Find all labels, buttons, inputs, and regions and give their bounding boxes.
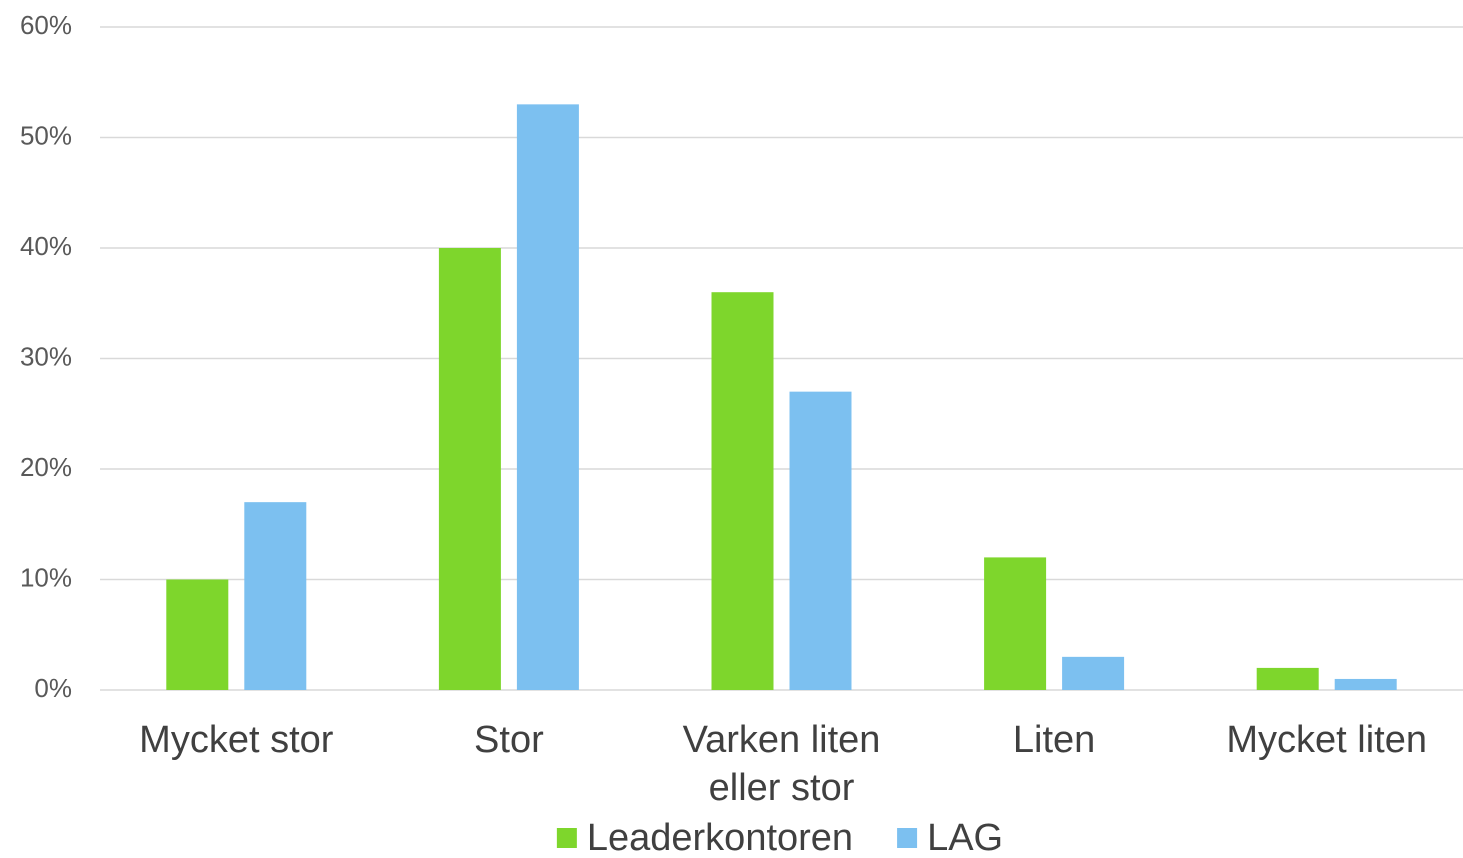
- x-tick-label: Mycket stor: [139, 719, 334, 761]
- y-tick-label: 30%: [20, 341, 72, 371]
- legend-label: Leaderkontoren: [587, 817, 853, 858]
- y-tick-label: 10%: [20, 562, 72, 592]
- y-tick-label: 20%: [20, 452, 72, 482]
- x-tick-label: Mycket liten: [1226, 719, 1427, 761]
- legend-swatch: [897, 828, 918, 848]
- bar: [438, 248, 501, 690]
- x-tick-label: Liten: [1013, 719, 1095, 761]
- y-tick-label: 60%: [20, 10, 72, 40]
- bar: [711, 292, 774, 690]
- y-tick-label: 0%: [34, 673, 72, 703]
- bar: [1062, 656, 1125, 690]
- legend-label: LAG: [927, 817, 1003, 858]
- y-tick-label: 40%: [20, 231, 72, 261]
- bar: [244, 502, 307, 690]
- bar: [1256, 667, 1319, 690]
- legend-item: Leaderkontoren: [556, 817, 853, 858]
- x-tick-label: Varken liten eller stor: [683, 719, 881, 809]
- bar: [789, 391, 852, 690]
- legend-item: LAG: [897, 817, 1003, 858]
- bar: [984, 557, 1047, 690]
- bar: [1334, 678, 1397, 690]
- bar: [516, 104, 579, 691]
- bar: [166, 579, 229, 690]
- legend-swatch: [556, 828, 577, 848]
- y-tick-label: 50%: [20, 120, 72, 150]
- x-tick-label: Stor: [474, 719, 544, 761]
